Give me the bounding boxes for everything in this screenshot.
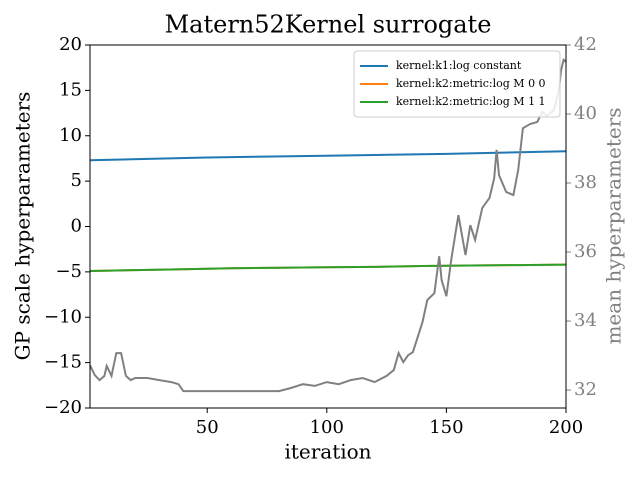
y-tick-label: 5 (71, 170, 82, 191)
y2-tick-label: 40 (574, 103, 597, 124)
series-line (89, 150, 567, 162)
y2-tick-label: 36 (574, 241, 597, 262)
series-line (89, 263, 567, 272)
legend-box (353, 50, 561, 118)
x-tick-label: 50 (196, 417, 219, 438)
plot-frame (89, 44, 567, 409)
x-axis-label: iteration (284, 440, 371, 464)
y-tick-label: 10 (59, 125, 82, 146)
x-tick-label: 150 (429, 417, 463, 438)
y-tick-label: −15 (44, 352, 82, 373)
series-line (89, 57, 567, 393)
chart-title: Matern52Kernel surrogate (165, 11, 492, 39)
y2-tick-label: 42 (574, 34, 597, 55)
y-tick-label: 0 (71, 216, 82, 237)
y2-tick-label: 38 (574, 172, 597, 193)
y-tick-label: 20 (59, 34, 82, 55)
y2-tick-label: 32 (574, 379, 597, 400)
y-tick-label: −20 (44, 397, 82, 418)
y-tick-label: −5 (55, 261, 82, 282)
y2-tick-label: 34 (574, 310, 597, 331)
legend-label: kernel:k2:metric:log M 1 1 (396, 95, 546, 108)
y-tick-label: −10 (44, 306, 82, 327)
x-tick-label: 100 (310, 417, 344, 438)
legend-label: kernel:k2:metric:log M 0 0 (396, 77, 546, 90)
x-tick-label: 200 (549, 417, 583, 438)
y-tick-label: 15 (59, 79, 82, 100)
legend-label: kernel:k1:log constant (396, 59, 522, 72)
y-axis-label: GP scale hyperparameters (11, 92, 35, 361)
y2-axis-label: mean hyperparameters (602, 107, 626, 344)
